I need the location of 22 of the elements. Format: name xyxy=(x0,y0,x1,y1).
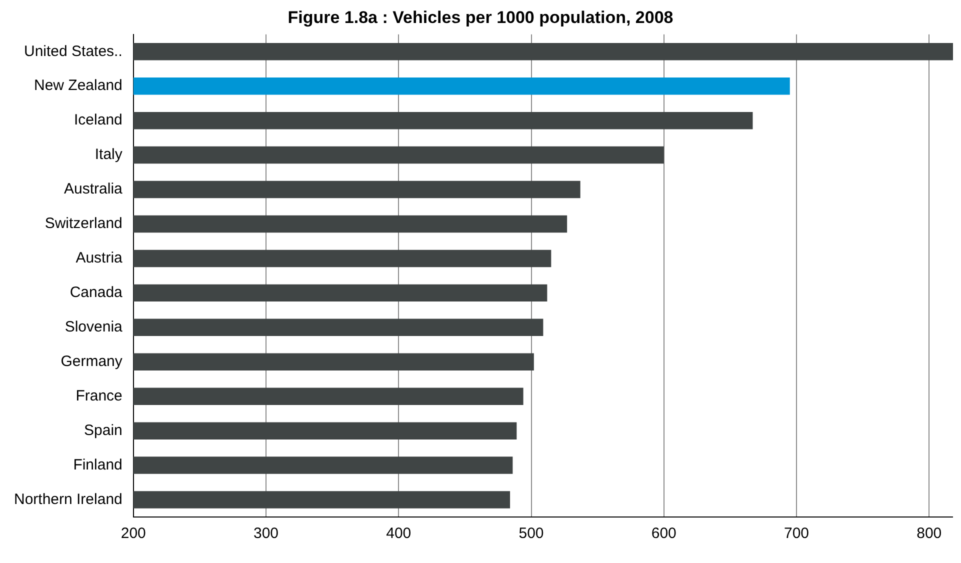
x-tick-label: 200 xyxy=(120,525,146,542)
y-tick-label: France xyxy=(76,387,122,404)
y-tick-label: Germany xyxy=(60,353,123,370)
y-tick-label: Austria xyxy=(76,250,124,267)
x-tick-label: 800 xyxy=(916,525,942,542)
chart-title: Figure 1.8a : Vehicles per 1000 population, 2008 xyxy=(288,8,674,27)
x-tick-label: 400 xyxy=(386,525,412,542)
y-tick-label: United States.. xyxy=(24,42,122,60)
y-tick-label: New Zealand xyxy=(34,77,122,94)
y-tick-label: Italy xyxy=(94,146,123,164)
y-tick-label: Australia xyxy=(64,180,124,198)
y-tick-label: Switzerland xyxy=(44,215,122,232)
x-tick-label: 300 xyxy=(254,525,279,542)
y-tick-label: Iceland xyxy=(74,112,122,129)
y-tick-label: Finland xyxy=(73,456,122,474)
x-tick-label: 600 xyxy=(651,525,676,542)
y-tick-label: Canada xyxy=(70,284,124,302)
y-tick-label: Spain xyxy=(84,422,122,439)
x-tick-label: 500 xyxy=(518,525,544,542)
x-tick-label: 700 xyxy=(784,525,810,542)
y-tick-label: Slovenia xyxy=(64,318,124,336)
y-tick-label: Northern Ireland xyxy=(14,490,122,508)
